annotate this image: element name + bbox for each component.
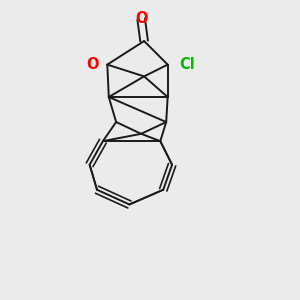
Text: O: O <box>135 11 147 26</box>
Text: O: O <box>86 57 99 72</box>
Text: Cl: Cl <box>179 57 195 72</box>
